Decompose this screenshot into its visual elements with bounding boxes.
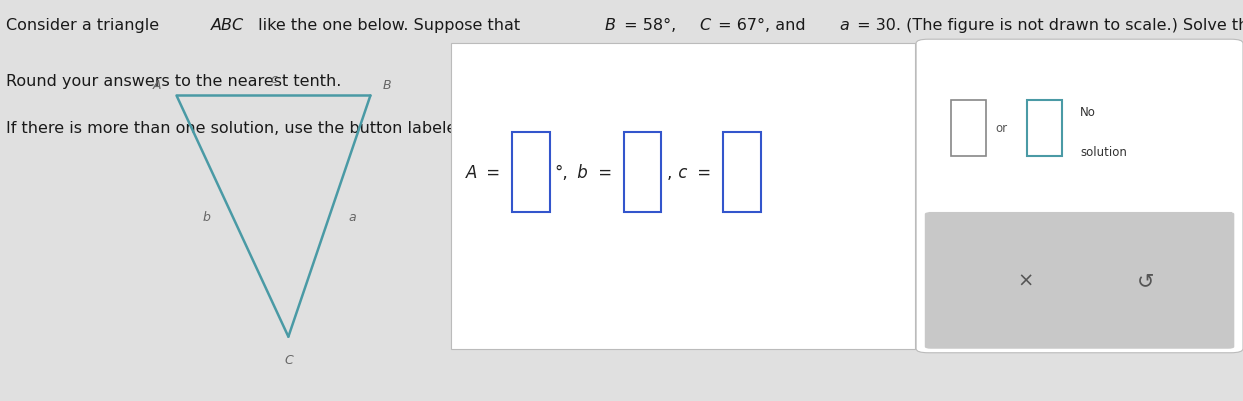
Text: °,: °,	[554, 164, 568, 181]
Text: b: b	[203, 210, 210, 223]
Text: No: No	[1080, 106, 1096, 119]
FancyBboxPatch shape	[723, 132, 761, 213]
Text: B: B	[604, 18, 615, 33]
Text: A: A	[466, 164, 477, 181]
Text: a: a	[348, 210, 355, 223]
FancyBboxPatch shape	[1027, 100, 1062, 156]
Text: like the one below. Suppose that: like the one below. Suppose that	[254, 18, 526, 33]
Text: ABC: ABC	[210, 18, 244, 33]
Text: Round your answers to the nearest tenth.: Round your answers to the nearest tenth.	[6, 74, 342, 89]
Text: C: C	[699, 18, 710, 33]
Text: = 58°,: = 58°,	[619, 18, 681, 33]
FancyBboxPatch shape	[512, 132, 549, 213]
Text: A: A	[153, 79, 162, 92]
FancyBboxPatch shape	[624, 132, 661, 213]
Text: ,: ,	[666, 164, 671, 181]
Text: c: c	[674, 164, 687, 181]
Text: solution: solution	[1080, 146, 1127, 159]
FancyBboxPatch shape	[916, 40, 1243, 353]
Text: c: c	[270, 73, 277, 86]
Text: = 67°, and: = 67°, and	[713, 18, 812, 33]
FancyBboxPatch shape	[951, 100, 986, 156]
FancyBboxPatch shape	[925, 213, 1234, 349]
Text: or: or	[996, 122, 1008, 135]
Text: C: C	[283, 353, 293, 366]
Text: ↺: ↺	[1137, 271, 1155, 291]
Text: =: =	[692, 164, 716, 181]
Text: = 30. (The figure is not drawn to scale.) Solve the triangle.: = 30. (The figure is not drawn to scale.…	[853, 18, 1243, 33]
Text: ×: ×	[1017, 271, 1033, 290]
Text: If there is more than one solution, use the button labeled "or".: If there is more than one solution, use …	[6, 120, 508, 135]
Text: =: =	[593, 164, 617, 181]
Text: B: B	[383, 79, 392, 92]
FancyBboxPatch shape	[451, 44, 915, 349]
Text: Consider a triangle: Consider a triangle	[6, 18, 164, 33]
Text: a: a	[839, 18, 849, 33]
Text: b: b	[572, 164, 588, 181]
Text: =: =	[481, 164, 505, 181]
